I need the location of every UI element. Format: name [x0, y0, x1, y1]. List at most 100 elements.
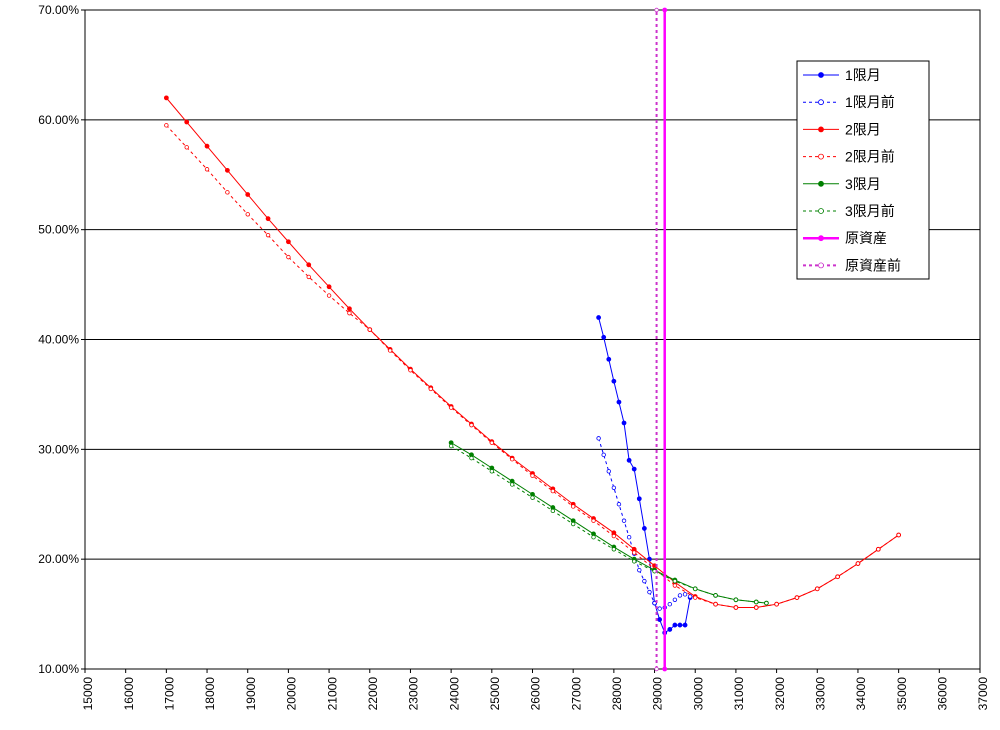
marker [204, 167, 210, 172]
marker [764, 600, 769, 606]
marker [204, 143, 210, 149]
marker [448, 405, 454, 410]
marker [448, 443, 454, 449]
marker [286, 239, 291, 245]
marker [835, 574, 840, 579]
marker [489, 469, 495, 474]
x-tick-label: 33000 [813, 677, 827, 711]
marker [509, 482, 515, 487]
marker [896, 532, 901, 538]
marker [596, 436, 601, 441]
y-tick-label: 50.00% [38, 223, 79, 237]
marker [632, 550, 637, 555]
x-tick-label: 21000 [325, 677, 339, 711]
marker [606, 469, 611, 474]
x-tick-label: 22000 [366, 677, 380, 711]
x-tick-label: 24000 [447, 677, 461, 711]
marker [632, 559, 637, 564]
marker [693, 595, 698, 600]
marker [164, 123, 169, 128]
plot-area [163, 7, 902, 672]
legend-label: 3限月 [845, 176, 881, 192]
marker [408, 368, 413, 373]
marker [652, 600, 657, 606]
x-tick-label: 16000 [122, 677, 136, 711]
marker [596, 315, 602, 320]
y-tick-label: 20.00% [38, 552, 79, 566]
marker [662, 7, 668, 13]
marker [818, 153, 824, 160]
marker [818, 208, 824, 214]
x-tick-label: 31000 [732, 677, 746, 711]
marker [306, 262, 312, 268]
legend-label: 原資産 [845, 230, 887, 246]
x-tick-label: 34000 [854, 677, 868, 711]
marker [855, 561, 861, 566]
marker [733, 605, 739, 610]
marker [184, 119, 190, 125]
marker [616, 399, 622, 405]
marker [754, 605, 759, 610]
marker [611, 378, 617, 384]
marker [677, 593, 683, 598]
marker [631, 466, 637, 472]
marker [647, 589, 652, 595]
marker [611, 485, 617, 490]
marker [754, 599, 759, 605]
legend-label: 3限月前 [845, 203, 895, 219]
marker [489, 440, 495, 445]
marker [570, 521, 576, 527]
marker [245, 192, 251, 197]
marker [657, 606, 662, 611]
marker [616, 502, 622, 507]
x-tick-label: 29000 [651, 677, 665, 711]
marker [387, 348, 393, 353]
x-tick-label: 27000 [569, 677, 583, 711]
marker [733, 597, 739, 603]
marker [815, 586, 820, 592]
legend-label: 2限月 [845, 121, 881, 137]
x-tick-label: 28000 [610, 677, 624, 711]
marker [550, 508, 556, 514]
marker [687, 594, 693, 599]
x-tick-label: 36000 [935, 677, 949, 711]
legend-label: 1限月前 [845, 94, 895, 110]
marker [163, 95, 169, 101]
marker [326, 284, 332, 290]
marker [713, 601, 718, 607]
marker [509, 457, 515, 462]
marker [654, 666, 659, 672]
marker [245, 212, 250, 217]
marker [601, 334, 607, 340]
x-tick-label: 30000 [691, 677, 705, 711]
marker [184, 145, 189, 150]
marker [677, 622, 683, 628]
marker [794, 595, 800, 600]
y-tick-label: 60.00% [38, 113, 79, 127]
marker [818, 126, 824, 133]
marker [662, 666, 668, 672]
plot-border [84, 9, 981, 670]
marker [672, 578, 678, 584]
x-tick-label: 15000 [81, 677, 95, 711]
marker [591, 518, 596, 523]
marker [693, 586, 698, 592]
marker [876, 547, 881, 552]
x-tick-label: 26000 [529, 677, 543, 711]
marker [636, 496, 642, 502]
y-tick-label: 10.00% [38, 662, 79, 676]
y-tick-label: 30.00% [38, 442, 79, 456]
marker [621, 420, 627, 426]
x-tick-label: 32000 [773, 677, 787, 711]
marker [672, 622, 678, 628]
legend-box [796, 60, 930, 280]
marker [224, 167, 230, 173]
marker [347, 306, 352, 312]
marker [611, 547, 617, 552]
marker [621, 518, 627, 523]
legend-label: 原資産前 [845, 257, 901, 273]
marker [225, 190, 230, 195]
marker [667, 627, 673, 632]
y-tick-label: 40.00% [38, 333, 79, 347]
marker [818, 180, 824, 187]
